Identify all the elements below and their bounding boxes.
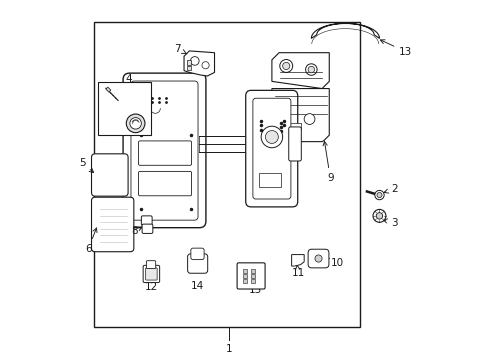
Text: 13: 13 bbox=[380, 40, 413, 57]
FancyBboxPatch shape bbox=[141, 216, 152, 225]
Bar bbox=[139, 115, 144, 119]
FancyBboxPatch shape bbox=[289, 127, 301, 161]
FancyBboxPatch shape bbox=[92, 154, 128, 196]
Circle shape bbox=[373, 210, 386, 222]
Circle shape bbox=[202, 62, 209, 69]
Bar bbox=[139, 106, 144, 110]
Text: 5: 5 bbox=[79, 158, 94, 172]
FancyBboxPatch shape bbox=[146, 268, 157, 280]
Circle shape bbox=[283, 62, 290, 69]
Circle shape bbox=[191, 57, 199, 65]
FancyBboxPatch shape bbox=[143, 265, 160, 283]
FancyBboxPatch shape bbox=[237, 263, 265, 289]
Bar bbox=[243, 269, 247, 273]
Bar bbox=[243, 274, 247, 278]
Text: 14: 14 bbox=[191, 281, 204, 291]
Bar bbox=[139, 95, 148, 102]
Bar bbox=[98, 82, 151, 135]
Polygon shape bbox=[272, 53, 329, 89]
FancyBboxPatch shape bbox=[131, 81, 198, 220]
Text: 12: 12 bbox=[145, 282, 158, 292]
Text: 3: 3 bbox=[383, 218, 398, 228]
FancyBboxPatch shape bbox=[123, 73, 206, 228]
Bar bbox=[290, 123, 300, 130]
FancyBboxPatch shape bbox=[92, 197, 134, 252]
Bar bbox=[259, 173, 281, 187]
Polygon shape bbox=[184, 51, 215, 76]
Circle shape bbox=[266, 131, 278, 143]
Text: 9: 9 bbox=[323, 141, 334, 183]
FancyBboxPatch shape bbox=[191, 248, 204, 260]
Text: 6: 6 bbox=[85, 228, 97, 254]
FancyBboxPatch shape bbox=[308, 249, 329, 268]
Text: 15: 15 bbox=[248, 285, 262, 296]
Bar bbox=[251, 274, 255, 278]
Text: 2: 2 bbox=[384, 184, 398, 194]
Circle shape bbox=[375, 190, 384, 200]
Text: 1: 1 bbox=[225, 343, 232, 354]
Polygon shape bbox=[272, 89, 329, 141]
Circle shape bbox=[377, 193, 382, 198]
Circle shape bbox=[304, 114, 315, 125]
Bar bbox=[187, 66, 191, 70]
FancyBboxPatch shape bbox=[142, 224, 153, 233]
Circle shape bbox=[126, 114, 145, 133]
Circle shape bbox=[261, 126, 283, 148]
Bar bbox=[95, 22, 360, 327]
Circle shape bbox=[376, 213, 383, 219]
FancyBboxPatch shape bbox=[188, 254, 208, 273]
Text: 7: 7 bbox=[174, 44, 187, 54]
Text: 8: 8 bbox=[131, 226, 143, 236]
Text: 11: 11 bbox=[292, 265, 305, 278]
FancyBboxPatch shape bbox=[139, 141, 192, 165]
Circle shape bbox=[306, 64, 317, 75]
FancyBboxPatch shape bbox=[139, 171, 192, 196]
Circle shape bbox=[315, 255, 322, 262]
Bar bbox=[251, 269, 255, 273]
FancyBboxPatch shape bbox=[147, 261, 156, 269]
Text: 4: 4 bbox=[125, 74, 132, 84]
Bar bbox=[187, 60, 191, 64]
Bar bbox=[251, 279, 255, 283]
Bar bbox=[243, 279, 247, 283]
FancyBboxPatch shape bbox=[253, 98, 291, 199]
Polygon shape bbox=[311, 23, 379, 39]
Polygon shape bbox=[292, 255, 304, 266]
Circle shape bbox=[308, 66, 315, 73]
Circle shape bbox=[130, 118, 141, 129]
Circle shape bbox=[280, 59, 293, 72]
FancyBboxPatch shape bbox=[245, 90, 298, 207]
Bar bbox=[106, 87, 111, 92]
Text: 10: 10 bbox=[325, 258, 344, 268]
